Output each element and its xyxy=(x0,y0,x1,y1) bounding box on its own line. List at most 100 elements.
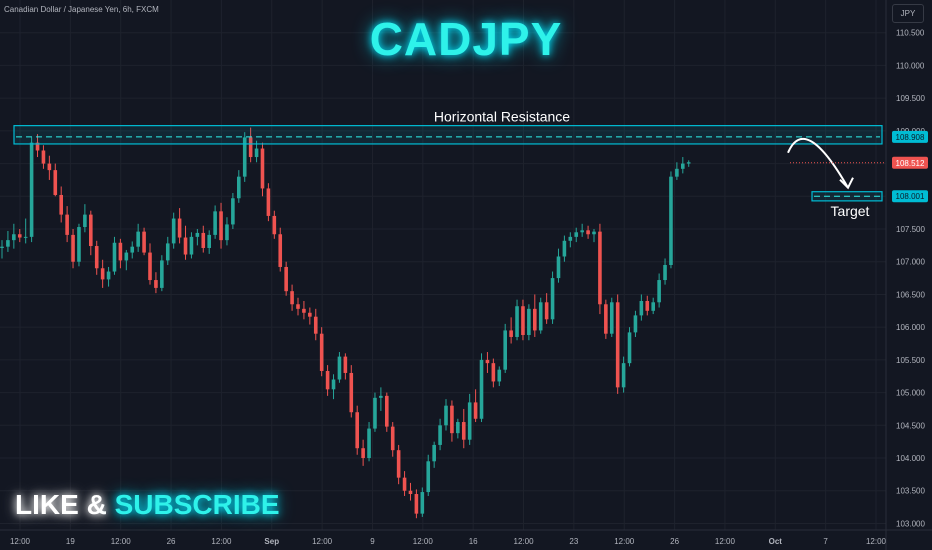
y-tick-label: 105.500 xyxy=(896,356,925,365)
candle-body xyxy=(313,316,318,334)
y-tick-label: 110.500 xyxy=(896,29,925,38)
candle-body xyxy=(390,426,395,451)
candle-body xyxy=(124,252,129,261)
candle-body xyxy=(130,246,135,253)
candle-body xyxy=(89,214,93,247)
y-tick-label: 109.500 xyxy=(896,94,925,103)
candle-body xyxy=(621,363,626,388)
candle-body xyxy=(408,490,413,495)
candle-body xyxy=(65,214,69,235)
candle-body xyxy=(35,142,40,151)
candle-body xyxy=(681,163,685,169)
candle-body xyxy=(148,252,152,281)
candle-body xyxy=(385,395,389,427)
candle-body xyxy=(426,461,431,493)
candle-body xyxy=(367,428,371,459)
currency-button[interactable]: JPY xyxy=(892,4,924,23)
y-tick-label: 105.000 xyxy=(896,389,925,398)
candle-body xyxy=(633,315,638,333)
candle-body xyxy=(337,356,342,380)
x-tick-label: 12:00 xyxy=(211,537,232,546)
candle-body xyxy=(77,227,81,262)
y-tick-label: 110.000 xyxy=(896,61,925,70)
candle-body xyxy=(213,211,217,235)
candle-body xyxy=(438,425,442,445)
candle-body xyxy=(355,412,359,449)
candle-body xyxy=(456,422,460,434)
candle-body xyxy=(160,260,164,288)
candle-body xyxy=(598,231,602,305)
candle-body xyxy=(177,218,182,238)
x-tick-label: 26 xyxy=(670,537,679,546)
candle-body xyxy=(604,304,608,334)
candle-body xyxy=(497,369,502,382)
candle-body xyxy=(302,308,306,313)
candle-body xyxy=(17,234,22,238)
ampersand-text: & xyxy=(86,489,107,520)
candle-body xyxy=(663,265,667,281)
y-tick-label: 107.500 xyxy=(896,225,925,234)
candle-body xyxy=(0,246,4,248)
candle-body xyxy=(491,363,496,382)
candle-body xyxy=(231,198,235,225)
candle-body xyxy=(361,448,365,459)
y-tick-label: 106.000 xyxy=(896,323,925,332)
candle-body xyxy=(657,280,661,303)
candle-body xyxy=(396,450,401,478)
x-tick-label: 12:00 xyxy=(413,537,434,546)
candle-body xyxy=(94,246,99,269)
candle-body xyxy=(544,302,549,320)
candle-body xyxy=(467,402,472,440)
candle-body xyxy=(23,236,28,238)
candle-body xyxy=(272,215,277,235)
candle-body xyxy=(651,302,655,311)
x-tick-label: 12:00 xyxy=(312,537,333,546)
target-price-tag-bg xyxy=(892,190,928,203)
candle-body xyxy=(432,444,436,462)
candle-body xyxy=(592,231,596,235)
x-tick-label: 12:00 xyxy=(514,537,535,546)
candle-body xyxy=(296,304,300,309)
candle-body xyxy=(473,402,478,419)
candle-body xyxy=(645,300,650,311)
x-tick-label: 9 xyxy=(370,537,375,546)
candle-body xyxy=(450,405,454,434)
candles-group xyxy=(0,127,691,519)
chart-headline: CADJPY xyxy=(369,13,563,65)
target-label: Target xyxy=(831,203,870,219)
y-tick-label: 103.500 xyxy=(896,487,925,496)
candle-body xyxy=(248,137,253,158)
candle-body xyxy=(485,359,490,364)
candle-body xyxy=(242,137,247,177)
x-tick-label: Sep xyxy=(264,537,279,546)
candle-body xyxy=(290,291,294,305)
resistance-zone xyxy=(13,125,883,145)
candle-body xyxy=(349,372,354,413)
candle-body xyxy=(260,148,265,189)
candle-body xyxy=(284,266,288,292)
candle-body xyxy=(420,492,425,514)
candle-body xyxy=(83,214,87,228)
candle-body xyxy=(521,306,525,336)
last-price-tag: 108.512 xyxy=(896,159,925,168)
candle-body xyxy=(6,240,10,247)
x-tick-label: 12:00 xyxy=(111,537,132,546)
candle-body xyxy=(414,494,419,514)
y-tick-label: 104.000 xyxy=(896,454,925,463)
x-tick-label: Oct xyxy=(769,537,783,546)
candle-body xyxy=(71,234,75,262)
candle-body xyxy=(627,332,632,364)
resistance-price-tag-bg xyxy=(892,130,928,143)
candle-body xyxy=(136,231,140,247)
candle-body xyxy=(154,280,158,288)
candle-body xyxy=(562,240,567,257)
candle-body xyxy=(207,234,211,248)
x-tick-label: 12:00 xyxy=(715,537,736,546)
candle-body xyxy=(47,163,52,171)
candle-body xyxy=(444,405,448,426)
projection-arrow xyxy=(787,137,849,189)
x-tick-label: 23 xyxy=(569,537,578,546)
candle-body xyxy=(171,218,176,244)
candle-body xyxy=(533,308,537,331)
